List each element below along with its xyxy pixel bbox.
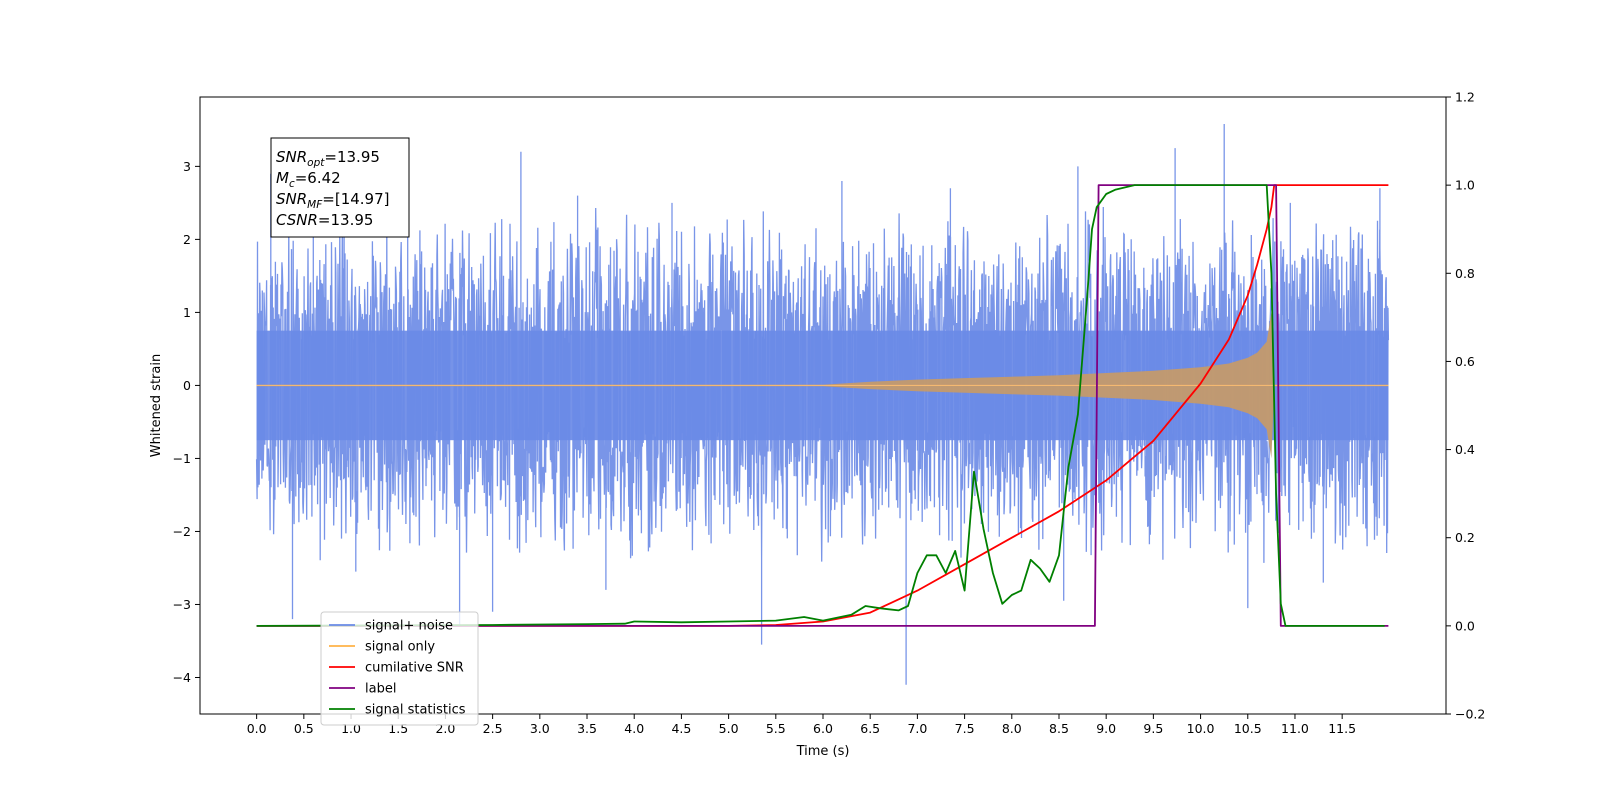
x-tick-label: 5.0 xyxy=(719,721,739,736)
x-tick-label: 0.5 xyxy=(294,721,314,736)
y-tick-label: −2 xyxy=(173,524,191,539)
y2-tick-label: 0.6 xyxy=(1455,354,1475,369)
y2-tick-label: 1.2 xyxy=(1455,90,1475,105)
y2-tick-label: −0.2 xyxy=(1455,707,1485,722)
x-tick-label: 0.0 xyxy=(247,721,267,736)
x-axis-label: Time (s) xyxy=(796,744,850,759)
annotation-line: SNRopt=13.95 xyxy=(276,148,380,169)
y2-tick-label: 0.8 xyxy=(1455,266,1475,281)
annotation-line: SNRMF=[14.97] xyxy=(276,190,390,211)
y-tick-label: 0 xyxy=(183,378,191,393)
x-tick-label: 9.5 xyxy=(1143,721,1163,736)
legend-label: signal only xyxy=(365,640,435,655)
x-tick-label: 7.5 xyxy=(955,721,975,736)
y-tick-label: 2 xyxy=(183,232,191,247)
legend: signal+ noise signal only cumilative SNR la… xyxy=(320,611,479,726)
annotation-value: =13.95 xyxy=(318,211,374,229)
y-tick-label: 1 xyxy=(183,305,191,320)
annotation-symbol: CSNR xyxy=(276,211,318,229)
y2-tick-label: 0.4 xyxy=(1455,442,1475,457)
plot-area xyxy=(255,124,1390,685)
x-tick-label: 7.0 xyxy=(907,721,927,736)
annotation-subscript: opt xyxy=(307,157,325,169)
x-tick-label: 3.0 xyxy=(530,721,550,736)
y-tick-label: 3 xyxy=(183,159,191,174)
annotation-line: Mc=6.42 xyxy=(276,169,341,190)
x-axis: 0.0 0.5 1.0 1.5 2.0 2.5 3.0 3.5 4.0 4.5 5.0 5.5 6.0 6… xyxy=(247,714,1356,736)
x-tick-label: 3.5 xyxy=(577,721,597,736)
x-tick-label: 11.5 xyxy=(1328,721,1356,736)
x-tick-label: 10.0 xyxy=(1187,721,1215,736)
annotation-box: SNRopt=13.95Mc=6.42SNRMF=[14.97]CSNR=13.… xyxy=(270,137,410,238)
x-tick-label: 8.5 xyxy=(1049,721,1069,736)
y-axis-right: −0.2 0.0 0.2 0.4 0.6 0.8 1.0 1.2 xyxy=(1446,90,1485,722)
x-tick-label: 9.0 xyxy=(1096,721,1116,736)
legend-label: signal statistics xyxy=(365,703,466,718)
x-tick-label: 8.0 xyxy=(1002,721,1022,736)
annotation-symbol: SNR xyxy=(276,148,307,166)
y2-tick-label: 1.0 xyxy=(1455,178,1475,193)
annotation-subscript: MF xyxy=(307,199,323,211)
x-tick-label: 6.0 xyxy=(813,721,833,736)
x-tick-label: 4.0 xyxy=(624,721,644,736)
annotation-subscript: c xyxy=(289,178,295,190)
legend-label: label xyxy=(365,682,396,697)
x-tick-label: 10.5 xyxy=(1234,721,1262,736)
annotation-symbol: SNR xyxy=(276,190,307,208)
y-tick-label: −4 xyxy=(173,670,191,685)
y2-tick-label: 0.0 xyxy=(1455,618,1475,633)
x-tick-label: 5.5 xyxy=(766,721,786,736)
annotation-line: CSNR=13.95 xyxy=(276,211,373,229)
y-tick-label: −1 xyxy=(173,451,191,466)
x-tick-label: 11.0 xyxy=(1281,721,1309,736)
x-tick-label: 6.5 xyxy=(860,721,880,736)
legend-label: signal+ noise xyxy=(365,619,453,634)
annotation-value: =[14.97] xyxy=(322,190,389,208)
annotation-value: =13.95 xyxy=(324,148,380,166)
annotation-value: =6.42 xyxy=(295,169,341,187)
x-tick-label: 2.5 xyxy=(483,721,503,736)
y-axis-label: Whitened strain xyxy=(149,354,164,457)
annotation-symbol: M xyxy=(276,169,289,187)
x-tick-label: 4.5 xyxy=(671,721,691,736)
series-signal-statistics xyxy=(256,184,1385,627)
y-axis-left: −4 −3 −2 −1 0 1 2 3 xyxy=(173,159,200,685)
legend-label: cumilative SNR xyxy=(365,661,464,676)
series-cumilative-snr xyxy=(256,184,1389,627)
y-tick-label: −3 xyxy=(173,597,191,612)
annotation-frame xyxy=(270,137,410,238)
y2-tick-label: 0.2 xyxy=(1455,530,1475,545)
legend-frame xyxy=(320,611,479,726)
